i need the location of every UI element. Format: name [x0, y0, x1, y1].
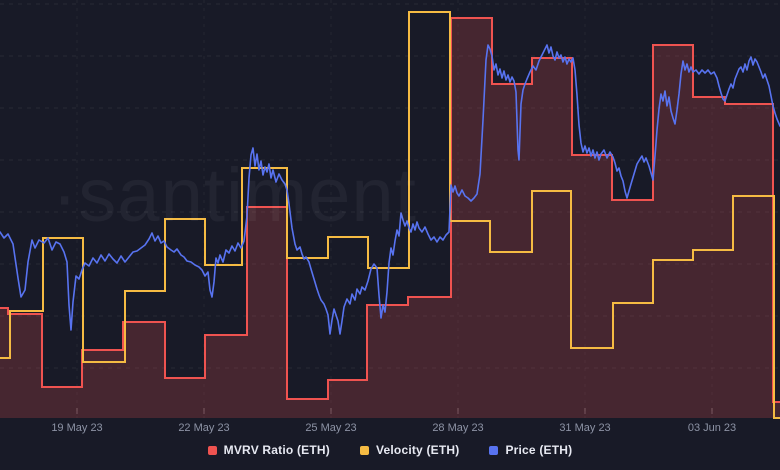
mvrv-ratio-eth-area [0, 18, 780, 418]
price-chart[interactable] [0, 0, 780, 420]
x-axis: 19 May 23 22 May 23 25 May 23 28 May 23 31 M… [0, 420, 780, 436]
legend-item-velocity-eth[interactable]: Velocity (ETH) [359, 443, 460, 457]
legend-item-mvrv-ratio-eth[interactable]: MVRV Ratio (ETH) [207, 443, 330, 457]
legend-swatch-icon [207, 445, 217, 455]
legend-label: MVRV Ratio (ETH) [223, 443, 330, 457]
x-axis-label: 22 May 23 [178, 422, 230, 434]
x-axis-label: 31 May 23 [559, 422, 611, 434]
x-axis-label: 25 May 23 [305, 422, 357, 434]
legend-swatch-icon [359, 445, 369, 455]
legend-swatch-icon [489, 445, 499, 455]
legend-label: Velocity (ETH) [375, 443, 460, 457]
x-axis-label: 19 May 23 [51, 422, 103, 434]
price-eth-line[interactable] [0, 44, 780, 335]
legend-label: Price (ETH) [505, 443, 573, 457]
x-axis-label: 28 May 23 [432, 422, 484, 434]
mvrv-ratio-eth-line[interactable] [0, 17, 780, 403]
x-axis-label: 03 Jun 23 [687, 422, 737, 434]
plot-area: ·santiment [0, 0, 780, 420]
chart-legend: MVRV Ratio (ETH) Velocity (ETH) Price (ETH… [0, 443, 780, 457]
legend-item-price-eth[interactable]: Price (ETH) [489, 443, 572, 457]
